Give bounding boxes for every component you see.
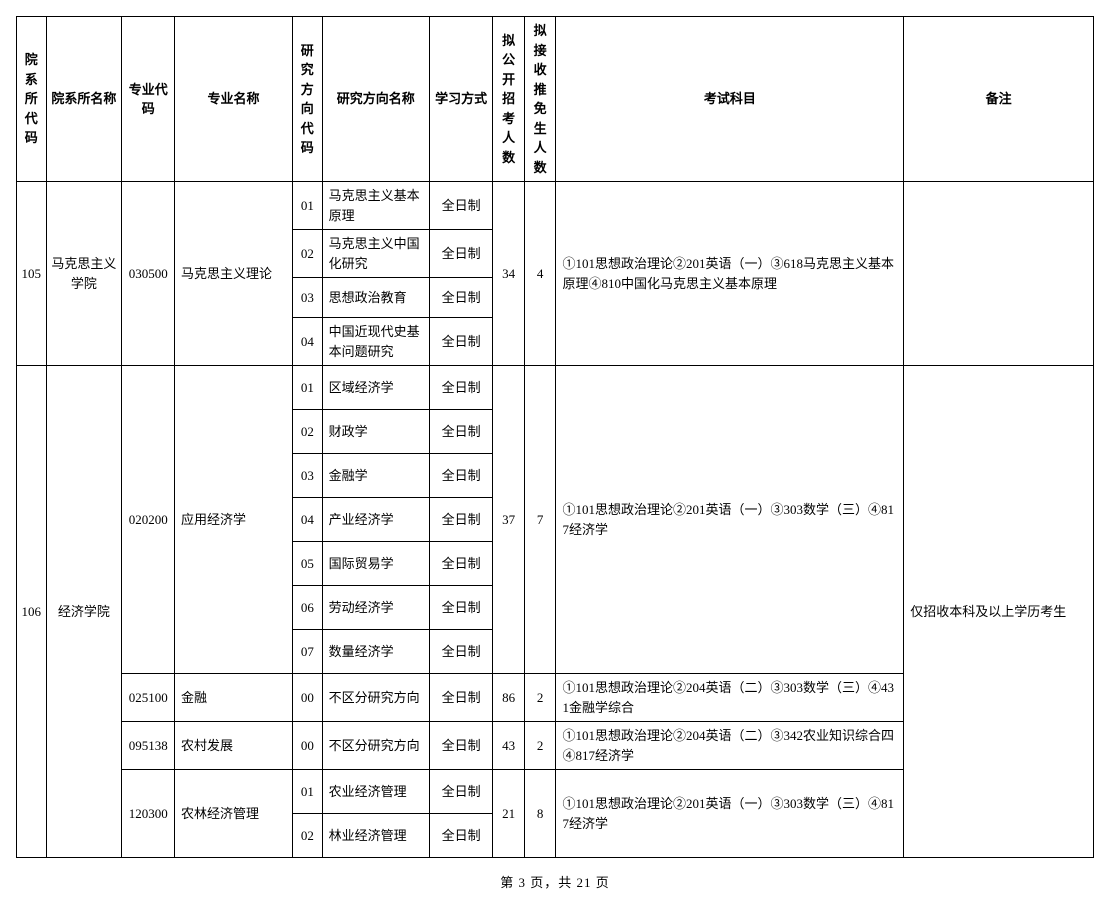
- table-row: 105马克思主义学院030500马克思主义理论01马克思主义基本原理全日制344…: [17, 182, 1094, 230]
- cell: 86: [493, 674, 525, 722]
- cell: 劳动经济学: [322, 586, 429, 630]
- cell: 02: [293, 230, 323, 278]
- cell: 21: [493, 770, 525, 858]
- cell: 思想政治教育: [322, 278, 429, 318]
- cell: 国际贸易学: [322, 542, 429, 586]
- cell: 区域经济学: [322, 366, 429, 410]
- cell: ①101思想政治理论②204英语（二）③342农业知识综合四④817经济学: [556, 722, 904, 770]
- col-header: 研究方向名称: [322, 17, 429, 182]
- cell: 金融学: [322, 454, 429, 498]
- table-body: 105马克思主义学院030500马克思主义理论01马克思主义基本原理全日制344…: [17, 182, 1094, 858]
- col-header: 考试科目: [556, 17, 904, 182]
- col-header: 拟公开招考人数: [493, 17, 525, 182]
- col-header: 专业名称: [175, 17, 293, 182]
- cell: 37: [493, 366, 525, 674]
- cell: 金融: [175, 674, 293, 722]
- cell: 农村发展: [175, 722, 293, 770]
- cell: 产业经济学: [322, 498, 429, 542]
- cell: ①101思想政治理论②204英语（二）③303数学（三）④431金融学综合: [556, 674, 904, 722]
- cell: 120300: [122, 770, 175, 858]
- col-header: 专业代码: [122, 17, 175, 182]
- cell: 03: [293, 454, 323, 498]
- cell: 2: [524, 674, 556, 722]
- cell: 00: [293, 674, 323, 722]
- col-header: 院系所名称: [46, 17, 122, 182]
- cell: 全日制: [430, 278, 493, 318]
- col-header: 研究方向代码: [293, 17, 323, 182]
- cell: 全日制: [430, 230, 493, 278]
- cell: 全日制: [430, 674, 493, 722]
- cell: [904, 182, 1094, 366]
- cell: 全日制: [430, 454, 493, 498]
- cell: 43: [493, 722, 525, 770]
- cell: 030500: [122, 182, 175, 366]
- cell: 全日制: [430, 318, 493, 366]
- cell: 01: [293, 770, 323, 814]
- cell: 095138: [122, 722, 175, 770]
- cell: 全日制: [430, 498, 493, 542]
- cell: 马克思主义基本原理: [322, 182, 429, 230]
- cell: 02: [293, 814, 323, 858]
- cell: 不区分研究方向: [322, 722, 429, 770]
- cell: 全日制: [430, 722, 493, 770]
- cell: 全日制: [430, 814, 493, 858]
- cell: 04: [293, 498, 323, 542]
- cell: 全日制: [430, 542, 493, 586]
- cell: 应用经济学: [175, 366, 293, 674]
- cell: 020200: [122, 366, 175, 674]
- col-header: 学习方式: [430, 17, 493, 182]
- cell: 仅招收本科及以上学历考生: [904, 366, 1094, 858]
- cell: 01: [293, 366, 323, 410]
- cell: 马克思主义理论: [175, 182, 293, 366]
- cell: 00: [293, 722, 323, 770]
- cell: 马克思主义中国化研究: [322, 230, 429, 278]
- cell: 全日制: [430, 630, 493, 674]
- cell: 4: [524, 182, 556, 366]
- cell: 不区分研究方向: [322, 674, 429, 722]
- cell: 03: [293, 278, 323, 318]
- cell: 07: [293, 630, 323, 674]
- cell: 全日制: [430, 366, 493, 410]
- col-header: 拟接收推免生人数: [524, 17, 556, 182]
- col-header: 备注: [904, 17, 1094, 182]
- cell: 中国近现代史基本问题研究: [322, 318, 429, 366]
- cell: 经济学院: [46, 366, 122, 858]
- table-header: 院系所代码院系所名称专业代码专业名称研究方向代码研究方向名称学习方式拟公开招考人…: [17, 17, 1094, 182]
- cell: 2: [524, 722, 556, 770]
- cell: 106: [17, 366, 47, 858]
- cell: 34: [493, 182, 525, 366]
- cell: ①101思想政治理论②201英语（一）③618马克思主义基本原理④810中国化马…: [556, 182, 904, 366]
- page-footer: 第 3 页，共 21 页: [16, 872, 1094, 891]
- cell: 农业经济管理: [322, 770, 429, 814]
- cell: 06: [293, 586, 323, 630]
- cell: 马克思主义学院: [46, 182, 122, 366]
- cell: ①101思想政治理论②201英语（一）③303数学（三）④817经济学: [556, 770, 904, 858]
- cell: 全日制: [430, 182, 493, 230]
- cell: ①101思想政治理论②201英语（一）③303数学（三）④817经济学: [556, 366, 904, 674]
- cell: 105: [17, 182, 47, 366]
- cell: 全日制: [430, 770, 493, 814]
- cell: 数量经济学: [322, 630, 429, 674]
- table-row: 106经济学院020200应用经济学01区域经济学全日制377①101思想政治理…: [17, 366, 1094, 410]
- cell: 林业经济管理: [322, 814, 429, 858]
- cell: 01: [293, 182, 323, 230]
- cell: 8: [524, 770, 556, 858]
- catalog-table: 院系所代码院系所名称专业代码专业名称研究方向代码研究方向名称学习方式拟公开招考人…: [16, 16, 1094, 858]
- col-header: 院系所代码: [17, 17, 47, 182]
- cell: 全日制: [430, 586, 493, 630]
- cell: 02: [293, 410, 323, 454]
- cell: 025100: [122, 674, 175, 722]
- cell: 农林经济管理: [175, 770, 293, 858]
- cell: 05: [293, 542, 323, 586]
- cell: 04: [293, 318, 323, 366]
- cell: 7: [524, 366, 556, 674]
- cell: 财政学: [322, 410, 429, 454]
- cell: 全日制: [430, 410, 493, 454]
